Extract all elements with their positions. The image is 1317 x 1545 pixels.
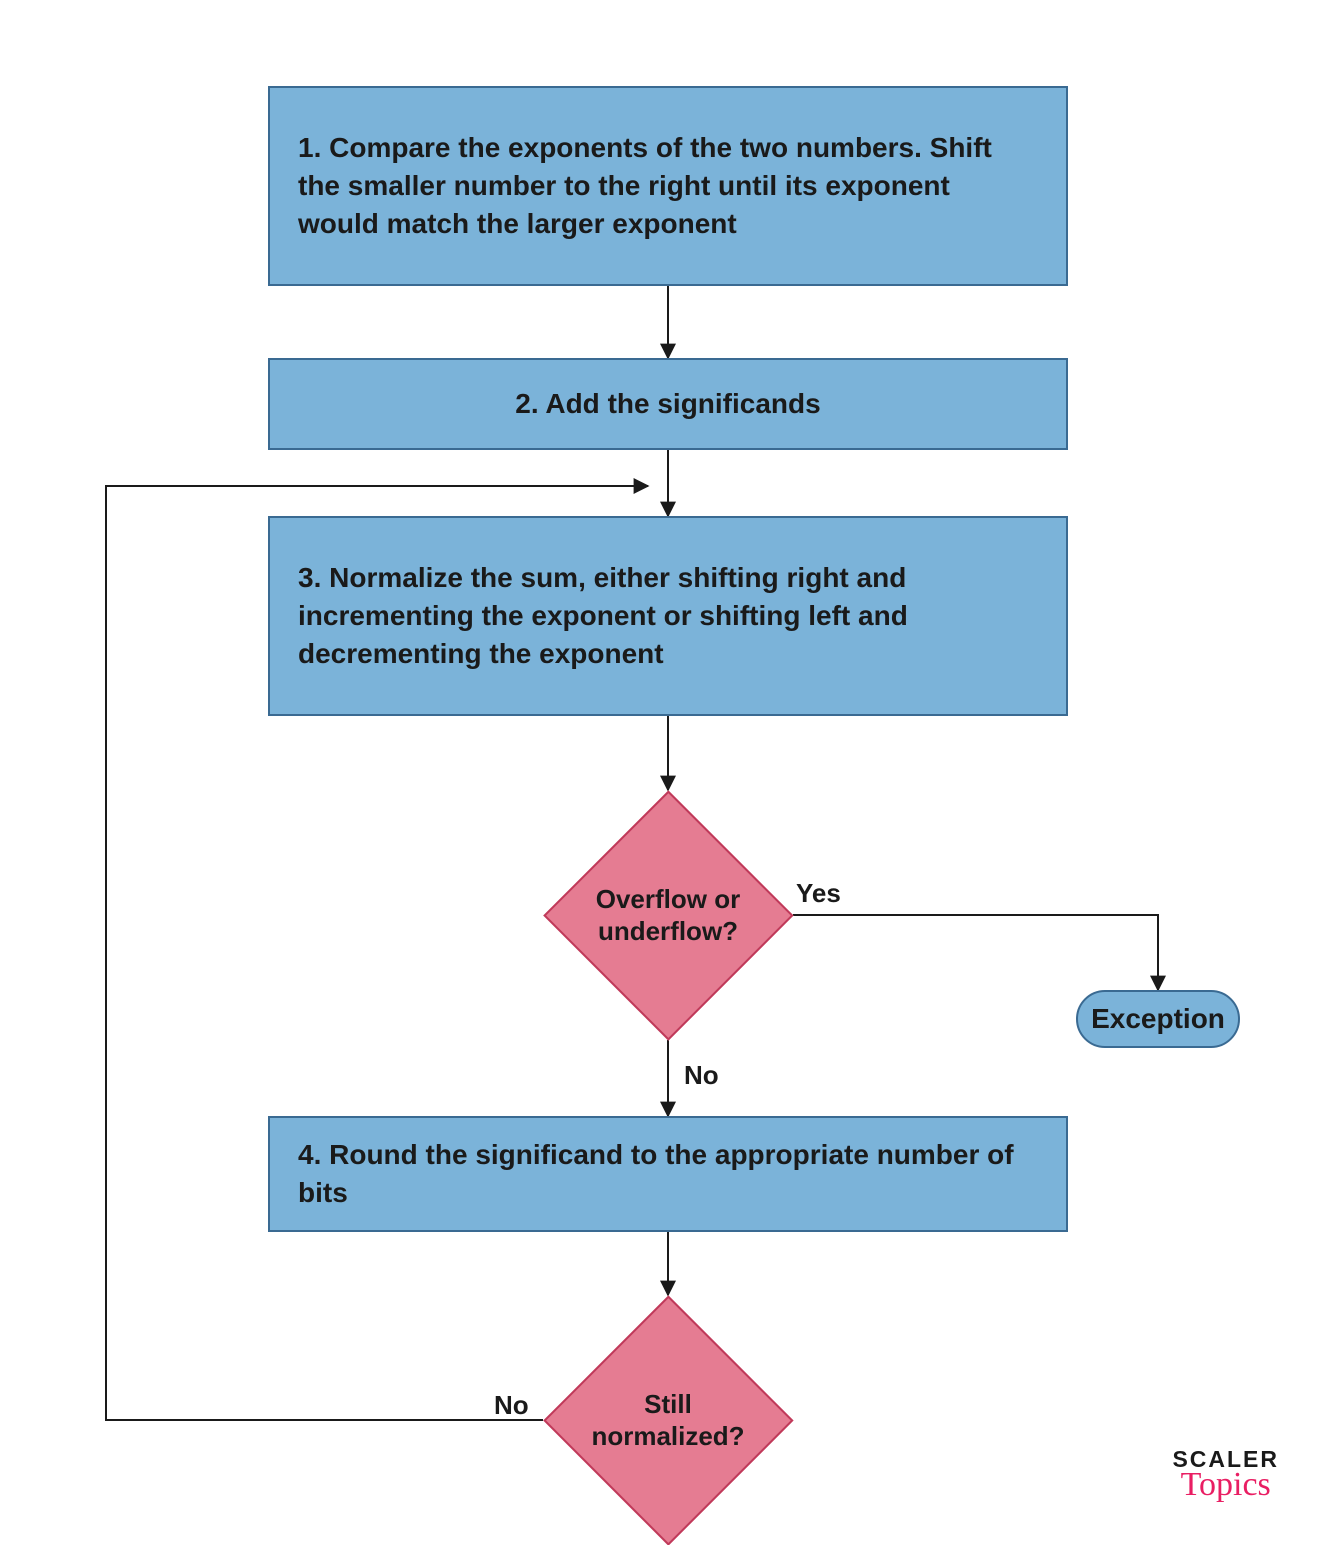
edge-label: No xyxy=(684,1060,719,1091)
edge-dec1-right-to-exc-top xyxy=(793,915,1158,990)
terminal-exc: Exception xyxy=(1076,990,1240,1048)
process-step2: 2. Add the significands xyxy=(268,358,1068,450)
process-step3: 3. Normalize the sum, either shifting ri… xyxy=(268,516,1068,716)
edge-label: Yes xyxy=(796,878,841,909)
decision-dec2: Still normalized? xyxy=(543,1295,793,1545)
process-step1: 1. Compare the exponents of the two numb… xyxy=(268,86,1068,286)
edge-label: No xyxy=(494,1390,529,1421)
logo-bottom-text: Topics xyxy=(1172,1471,1279,1498)
process-step4: 4. Round the significand to the appropri… xyxy=(268,1116,1068,1232)
flowchart-canvas: 1. Compare the exponents of the two numb… xyxy=(0,0,1317,1536)
scaler-logo: SCALER Topics xyxy=(1172,1446,1279,1498)
decision-dec1: Overflow or underflow? xyxy=(543,790,793,1040)
